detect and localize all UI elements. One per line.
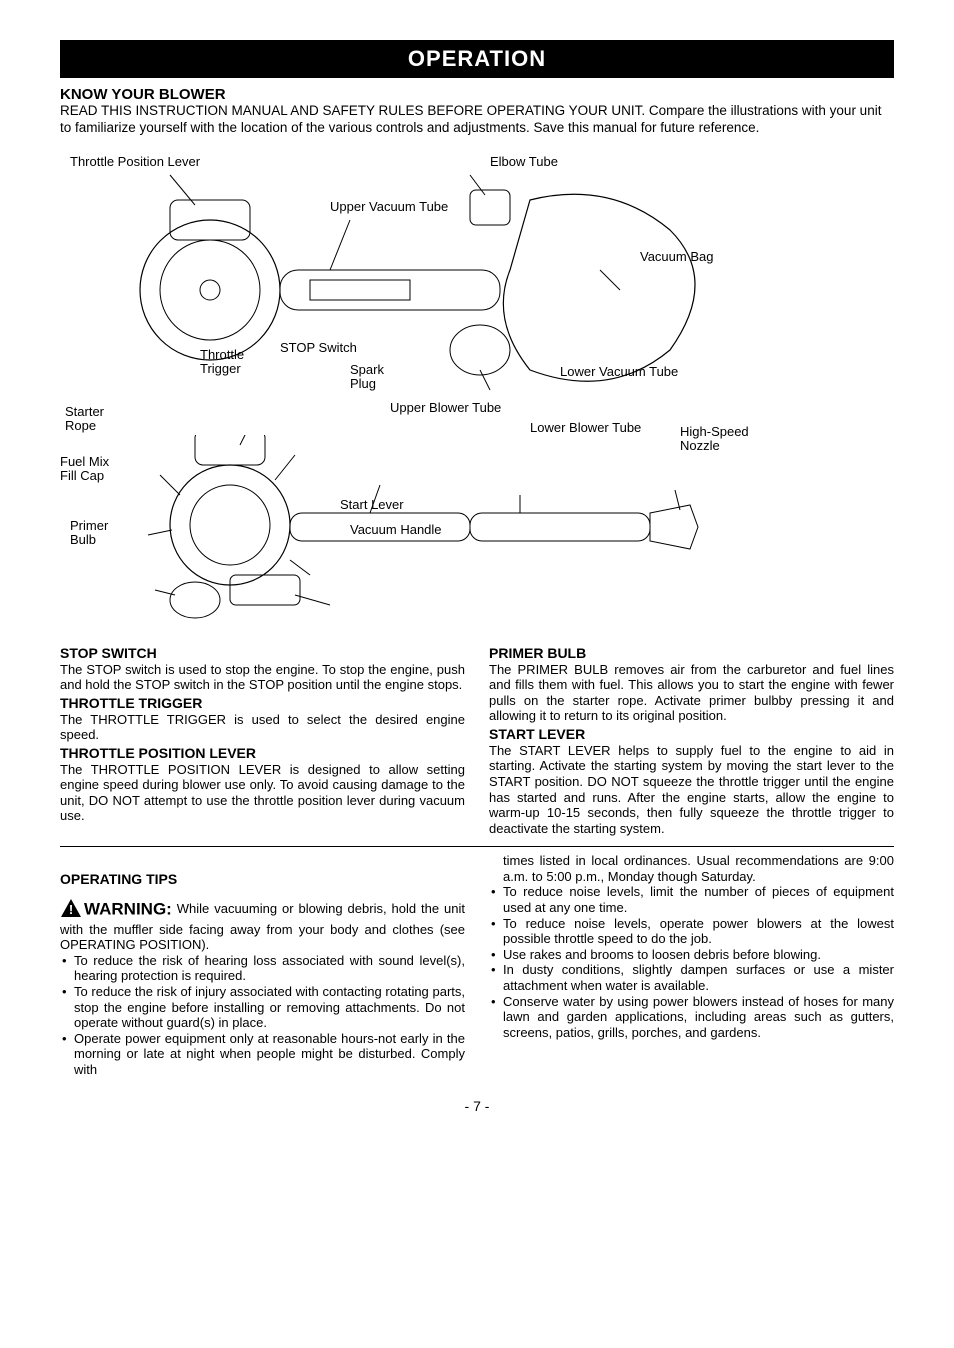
label-elbow-tube: Elbow Tube [490,155,558,169]
list-item: To reduce noise levels, operate power bl… [489,916,894,947]
label-primer-bulb: Primer Bulb [70,519,108,548]
controls-col-right: PRIMER BULB The PRIMER BULB removes air … [489,643,894,837]
label-throttle-position-lever: Throttle Position Lever [70,155,200,169]
svg-text:!: ! [69,902,73,917]
label-start-lever: Start Lever [340,498,404,512]
throttle-trigger-title: THROTTLE TRIGGER [60,695,465,712]
primer-bulb-body: The PRIMER BULB removes air from the car… [489,662,894,724]
tips-right-list: To reduce noise levels, limit the number… [489,884,894,1040]
diagram-area: Throttle Position Lever Elbow Tube Upper… [60,145,894,635]
list-item: To reduce the risk of hearing loss assoc… [60,953,465,984]
label-lower-blower-tube: Lower Blower Tube [530,421,641,435]
label-upper-blower-tube: Upper Blower Tube [390,401,501,415]
throttle-pos-lever-title: THROTTLE POSITION LEVER [60,745,465,762]
controls-columns: STOP SWITCH The STOP switch is used to s… [60,643,894,837]
start-lever-body: The START LEVER helps to supply fuel to … [489,743,894,837]
list-item: To reduce noise levels, limit the number… [489,884,894,915]
tips-right-cont: times listed in local ordinances. Usual … [489,853,894,884]
label-vacuum-bag: Vacuum Bag [640,250,713,264]
label-starter-rope: Starter Rope [65,405,104,434]
controls-col-left: STOP SWITCH The STOP switch is used to s… [60,643,465,837]
warning-icon: ! [60,898,82,922]
list-item: In dusty conditions, slightly dampen sur… [489,962,894,993]
diagram-drawing-bottom [100,435,820,635]
label-vacuum-handle: Vacuum Handle [350,523,442,537]
list-item: Conserve water by using power blowers in… [489,994,894,1041]
divider [60,846,894,847]
stop-switch-title: STOP SWITCH [60,645,465,662]
list-item: Operate power equipment only at reasonab… [60,1031,465,1078]
label-high-speed-nozzle: High-Speed Nozzle [680,425,749,454]
tips-col-right: times listed in local ordinances. Usual … [489,853,894,1077]
label-throttle-trigger: Throttle Trigger [200,348,244,377]
know-blower-intro: READ THIS INSTRUCTION MANUAL AND SAFETY … [60,103,894,137]
start-lever-title: START LEVER [489,726,894,743]
primer-bulb-title: PRIMER BULB [489,645,894,662]
label-spark-plug: Spark Plug [350,363,384,392]
tips-columns: OPERATING TIPS ! WARNING: While vacuumin… [60,853,894,1077]
list-item: To reduce the risk of injury associated … [60,984,465,1031]
label-stop-switch: STOP Switch [280,341,357,355]
know-blower-title: KNOW YOUR BLOWER [60,86,894,103]
throttle-pos-lever-body: The THROTTLE POSITION LEVER is designed … [60,762,465,824]
throttle-trigger-body: The THROTTLE TRIGGER is used to select t… [60,712,465,743]
page-number: - 7 - [60,1098,894,1114]
stop-switch-body: The STOP switch is used to stop the engi… [60,662,465,693]
tips-col-left: OPERATING TIPS ! WARNING: While vacuumin… [60,853,465,1077]
list-item: Use rakes and brooms to loosen debris be… [489,947,894,963]
label-upper-vacuum-tube: Upper Vacuum Tube [330,200,448,214]
label-lower-vacuum-tube: Lower Vacuum Tube [560,365,678,379]
label-fuel-mix-fill-cap: Fuel Mix Fill Cap [60,455,109,484]
operating-tips-title: OPERATING TIPS [60,871,465,888]
tips-left-list: To reduce the risk of hearing loss assoc… [60,953,465,1078]
warning-label: WARNING: [84,900,172,919]
section-header: OPERATION [60,40,894,78]
warning-block: ! WARNING: While vacuuming or blowing de… [60,898,465,953]
